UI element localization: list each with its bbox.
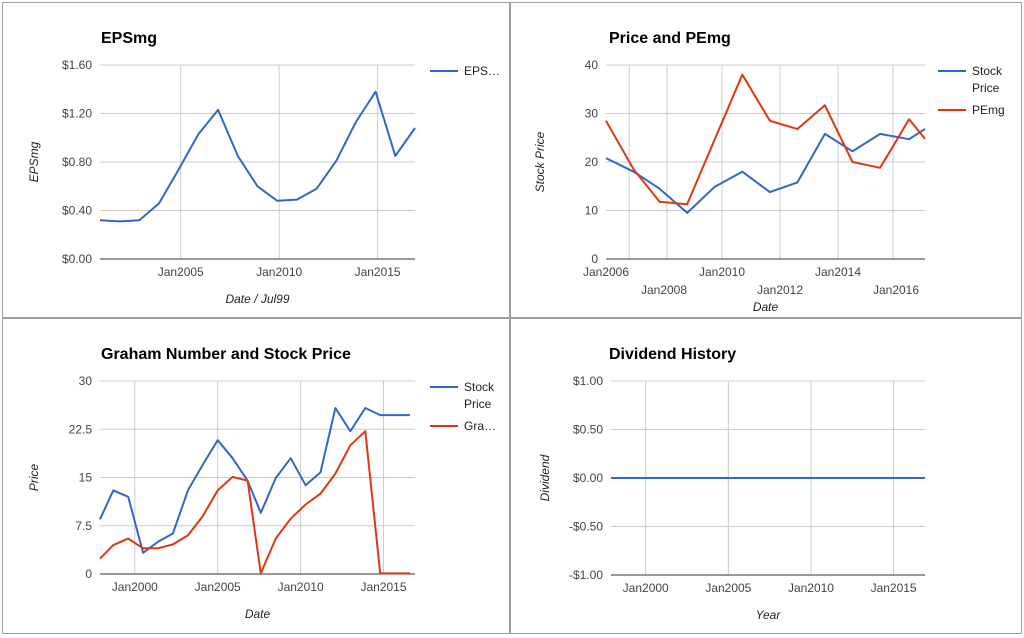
chart-svg: Dividend History -$1.00 -$0.50 $0.00 $0.50 $1… [538,346,925,622]
y-tick-label: 30 [79,374,93,388]
x-tick-label: Jan2010 [278,580,324,594]
chart-title: Graham Number and Stock Price [101,346,351,363]
x-tick-label: Jan2008 [641,283,687,297]
x-tick-label: Jan2015 [355,265,401,279]
x-tick-label: Jan2014 [815,265,861,279]
x-tick-label: Jan2015 [360,580,406,594]
y-tick-label: 7.5 [75,519,92,533]
y-tick-label: 10 [585,204,599,218]
x-tick-label: Jan2015 [871,581,917,595]
y-tick-label: 20 [585,155,599,169]
chart-svg: Graham Number and Stock Price 0 7.5 15 22.5 3… [27,346,496,621]
x-tick-label: Jan2016 [873,283,919,297]
y-axis-label: Price [27,464,41,492]
series-line [99,407,410,554]
x-tick-label: Jan2006 [583,265,629,279]
y-tick-label: 22.5 [69,422,93,436]
x-tick-label: Jan2005 [705,581,751,595]
chart-title: Price and PEmg [609,30,731,47]
eps-chart-panel: EPSmg $0.00 $0.40 $0.80 $1.20 $1.60 Jan2005 Jan… [2,2,510,318]
chart-title: Dividend History [609,346,736,363]
y-tick-label: $0.80 [62,155,92,169]
y-tick-label: $1.00 [573,374,603,388]
legend-label: Stock Price [972,64,1003,95]
series-line [99,430,410,575]
y-tick-label: $0.00 [62,252,92,266]
x-tick-label: Jan2010 [699,265,745,279]
x-tick-label: Jan2010 [256,265,302,279]
price-pe-chart-panel: Price and PEmg 0 10 20 30 40 Jan2006 Jan2008 Jan… [510,2,1022,318]
dividend-chart-panel: Dividend History -$1.00 -$0.50 $0.00 $0.50 $1… [510,318,1022,634]
y-tick-label: $1.20 [62,107,92,121]
x-axis-label: Year [756,608,782,622]
x-tick-label: Jan2000 [623,581,669,595]
legend-label: EPS… [464,64,500,78]
x-tick-label: Jan2005 [195,580,241,594]
y-axis-label: Dividend [538,454,552,501]
x-tick-label: Jan2012 [757,283,803,297]
y-axis-label: EPSmg [27,141,41,182]
x-tick-label: Jan2010 [788,581,834,595]
x-axis-label: Date [753,300,779,314]
series-line [99,90,416,223]
y-tick-label: -$0.50 [569,520,603,534]
y-tick-label: $0.50 [573,423,603,437]
x-axis-label: Date [245,607,271,621]
y-tick-label: 40 [585,58,599,72]
chart-title: EPSmg [101,30,157,47]
y-tick-label: 30 [585,107,599,121]
legend-label: PEmg [972,103,1005,117]
y-tick-label: 15 [79,471,93,485]
x-axis-label: Date / Jul99 [225,292,289,306]
y-tick-label: $0.40 [62,204,92,218]
y-tick-label: 0 [591,252,598,266]
y-tick-label: -$1.00 [569,568,603,582]
series-line [605,73,926,206]
x-tick-label: Jan2000 [112,580,158,594]
series-line [605,128,926,214]
graham-chart-panel: Graham Number and Stock Price 0 7.5 15 22.5 3… [2,318,510,634]
chart-svg: Price and PEmg 0 10 20 30 40 Jan2006 Jan2008 Jan… [533,30,1005,314]
y-axis-label: Stock Price [533,131,547,192]
legend-label: Gra… [464,419,496,433]
legend-label: Stock Price [464,380,495,411]
y-tick-label: $0.00 [573,471,603,485]
y-tick-label: $1.60 [62,58,92,72]
y-tick-label: 0 [85,567,92,581]
x-tick-label: Jan2005 [158,265,204,279]
chart-svg: EPSmg $0.00 $0.40 $0.80 $1.20 $1.60 Jan2005 Jan… [27,30,500,306]
